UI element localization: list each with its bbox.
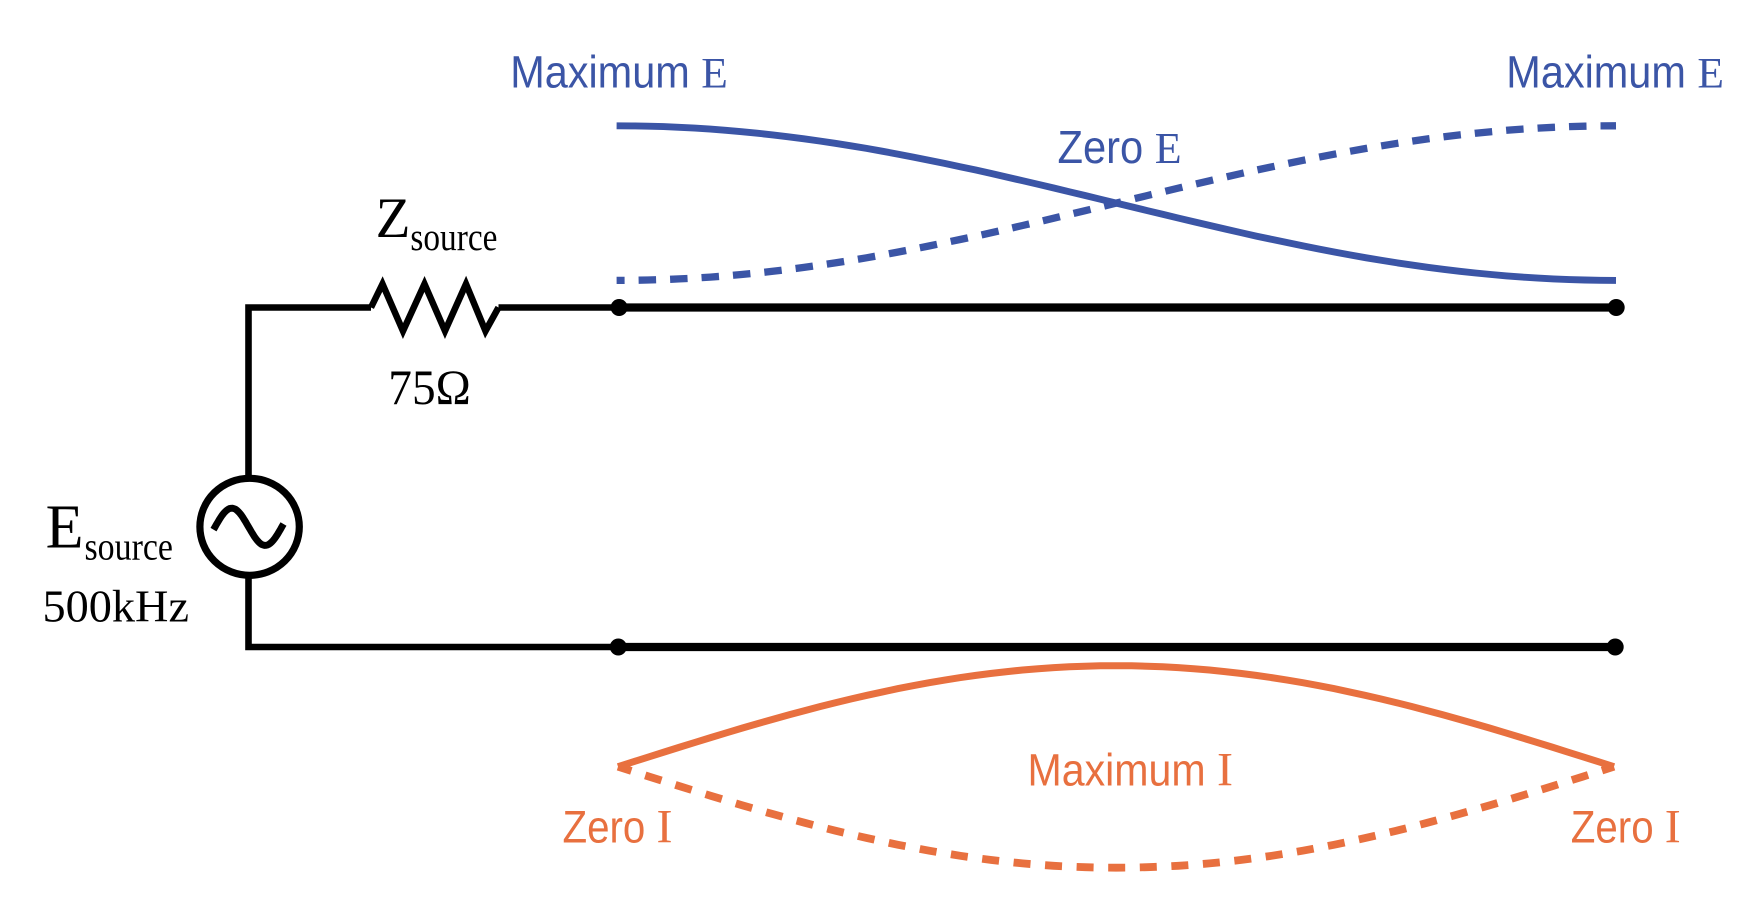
svg-text:Zero I: Zero I xyxy=(1571,801,1681,854)
svg-text:Zero I: Zero I xyxy=(563,801,673,854)
svg-text:Maximum E: Maximum E xyxy=(1506,47,1724,98)
svg-text:75Ω: 75Ω xyxy=(388,360,471,415)
svg-text:Maximum I: Maximum I xyxy=(1028,744,1233,797)
svg-text:Zero E: Zero E xyxy=(1058,121,1182,173)
svg-text:Maximum E: Maximum E xyxy=(510,47,728,98)
svg-text:500kHz: 500kHz xyxy=(43,581,190,631)
